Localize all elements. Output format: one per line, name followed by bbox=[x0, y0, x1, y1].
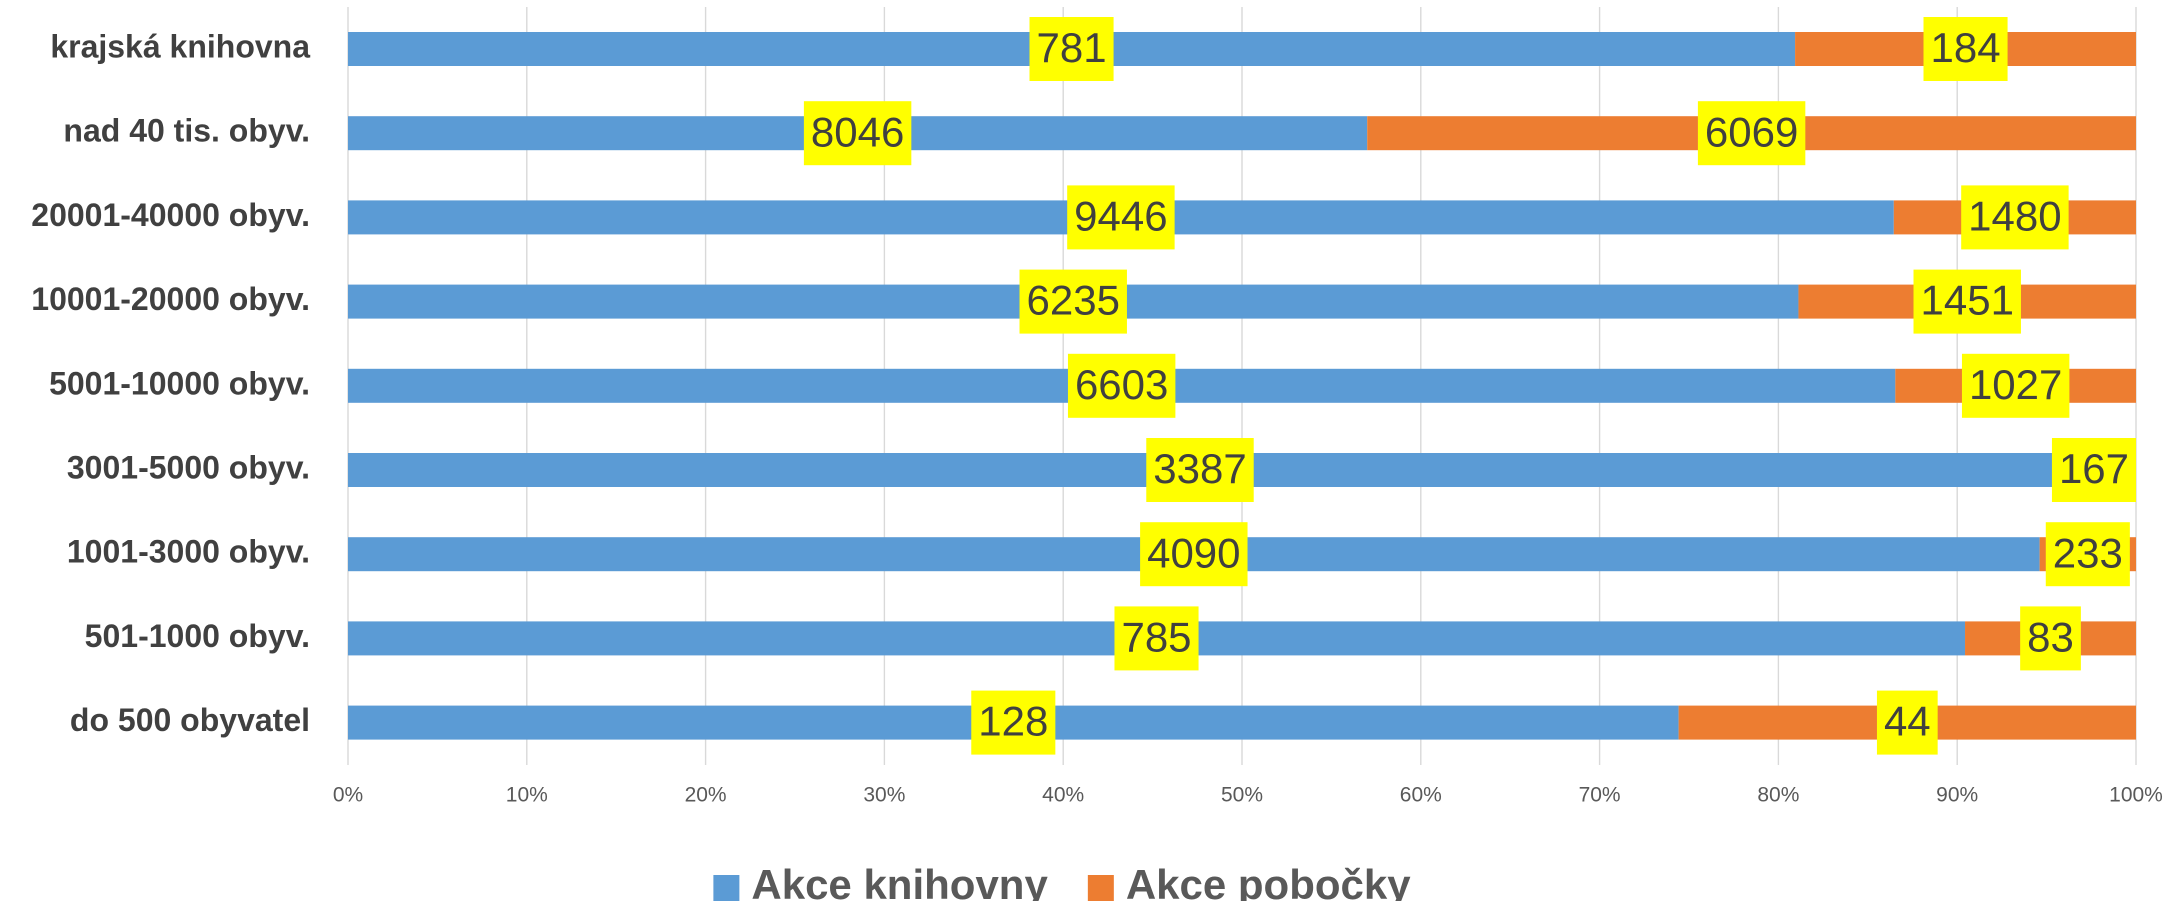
category-label: do 500 obyvatel bbox=[70, 702, 310, 738]
data-label: 1480 bbox=[1968, 192, 2061, 239]
category-label: 501-1000 obyv. bbox=[85, 618, 310, 654]
x-tick-label: 80% bbox=[1757, 784, 1799, 807]
data-label: 3387 bbox=[1153, 445, 1246, 492]
x-tick-label: 70% bbox=[1579, 784, 1621, 807]
data-label-box bbox=[1067, 185, 1175, 250]
legend-swatch bbox=[713, 875, 740, 901]
data-label: 4090 bbox=[1147, 529, 1240, 576]
data-label-box bbox=[1029, 17, 1114, 81]
data-label-box bbox=[2045, 522, 2130, 587]
x-tick-label: 10% bbox=[506, 784, 548, 807]
data-label: 8046 bbox=[811, 108, 904, 155]
x-tick-label: 60% bbox=[1400, 784, 1442, 807]
data-label: 1027 bbox=[1969, 361, 2062, 408]
data-label: 781 bbox=[1036, 24, 1106, 71]
data-label-box bbox=[1140, 522, 1248, 587]
data-label: 167 bbox=[2059, 445, 2129, 492]
data-label: 233 bbox=[2053, 529, 2123, 576]
legend-label: Akce knihovny bbox=[751, 861, 1048, 901]
data-label-box bbox=[1146, 438, 1254, 502]
category-label: 1001-3000 obyv. bbox=[67, 534, 310, 570]
data-label-box bbox=[1019, 269, 1127, 334]
data-label-box bbox=[2051, 438, 2137, 502]
category-label: 10001-20000 obyv. bbox=[31, 281, 310, 317]
data-label-box bbox=[2020, 606, 2081, 671]
x-tick-label: 0% bbox=[333, 784, 363, 807]
data-label: 128 bbox=[978, 698, 1048, 745]
x-tick-label: 30% bbox=[863, 784, 905, 807]
data-label: 6235 bbox=[1027, 277, 1120, 324]
x-tick-label: 90% bbox=[1936, 784, 1978, 807]
x-tick-label: 20% bbox=[685, 784, 727, 807]
data-label-box bbox=[1876, 690, 1938, 755]
x-tick-label: 50% bbox=[1221, 784, 1263, 807]
data-label-box bbox=[1961, 185, 2069, 250]
data-label: 6069 bbox=[1705, 108, 1798, 155]
legend-label: Akce pobočky bbox=[1126, 861, 1411, 901]
data-label-box bbox=[1923, 17, 2008, 81]
category-label: nad 40 tis. obyv. bbox=[63, 113, 310, 149]
data-label: 83 bbox=[2027, 613, 2074, 660]
category-label: 3001-5000 obyv. bbox=[67, 449, 310, 485]
data-label-box bbox=[971, 690, 1056, 755]
data-label-box bbox=[1961, 353, 2070, 418]
x-tick-label: 40% bbox=[1042, 784, 1084, 807]
data-label-box bbox=[803, 101, 912, 166]
data-label-box bbox=[1697, 101, 1806, 166]
data-label: 9446 bbox=[1074, 192, 1167, 239]
data-label-box bbox=[1067, 353, 1176, 418]
data-label: 44 bbox=[1884, 698, 1931, 745]
category-label: 20001-40000 obyv. bbox=[31, 197, 310, 233]
legend-swatch bbox=[1087, 875, 1114, 901]
category-label: 5001-10000 obyv. bbox=[49, 365, 310, 401]
data-label: 785 bbox=[1121, 613, 1191, 660]
category-label: krajská knihovna bbox=[50, 28, 310, 64]
data-label: 184 bbox=[1930, 24, 2000, 71]
x-tick-label: 100% bbox=[2109, 784, 2163, 807]
data-label-box bbox=[1114, 606, 1199, 671]
data-label-box bbox=[1913, 269, 2021, 334]
data-label: 6603 bbox=[1075, 361, 1168, 408]
data-label: 1451 bbox=[1921, 277, 2014, 324]
